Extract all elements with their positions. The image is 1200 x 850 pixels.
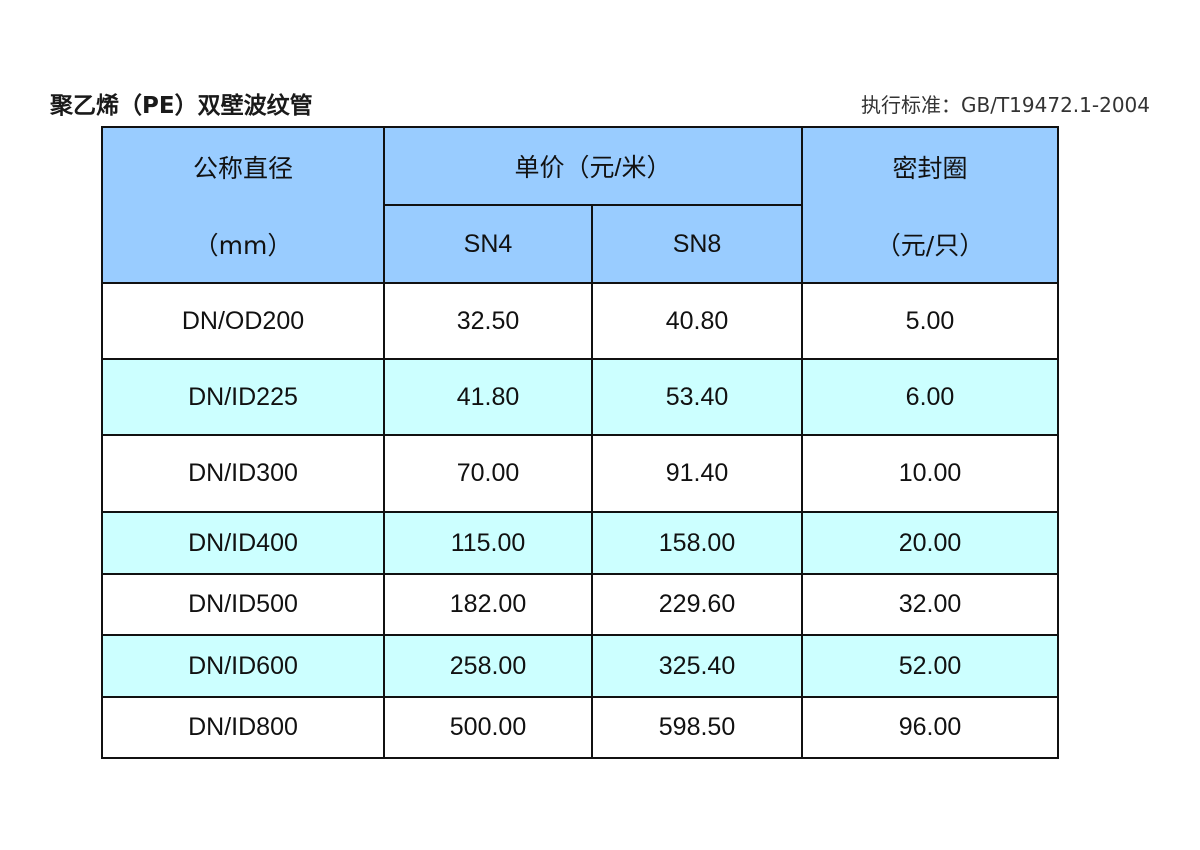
header-price: 单价（元/米） [382,126,804,206]
cell-seal: 52.00 [801,634,1060,698]
table-row: DN/ID300 70.00 91.40 10.00 [101,434,1060,513]
header-diameter-label: 公称直径 [192,153,293,183]
cell-sn4: 115.00 [383,511,593,575]
table-row: DN/ID600 258.00 325.40 52.00 [101,634,1060,698]
cell-seal: 5.00 [801,282,1060,360]
cell-seal: 32.00 [801,573,1060,636]
cell-diameter: DN/ID300 [101,434,385,513]
header-sn4: SN4 [383,204,593,284]
cell-diameter: DN/ID500 [101,573,385,636]
header-seal-unit: （元/只） [875,230,985,260]
cell-diameter: DN/ID800 [101,696,385,759]
cell-diameter: DN/ID225 [101,358,385,436]
table-row: DN/OD200 32.50 40.80 5.00 [101,282,1060,360]
cell-sn8: 325.40 [590,634,804,698]
table-row: DN/ID400 115.00 158.00 20.00 [101,511,1060,575]
header-diameter-unit: （mm） [193,230,293,260]
header-seal: 密封圈 （元/只） [801,126,1060,284]
cell-seal: 10.00 [801,434,1060,513]
cell-sn8: 229.60 [590,573,804,636]
cell-diameter: DN/ID600 [101,634,385,698]
cell-sn4: 182.00 [383,573,593,636]
cell-sn4: 500.00 [383,696,593,759]
cell-sn8: 158.00 [590,511,804,575]
price-table: 公称直径 （mm） 单价（元/米） 密封圈 （元/只） SN4 SN8 DN/O… [101,126,1060,759]
cell-seal: 20.00 [801,511,1060,575]
cell-seal: 6.00 [801,358,1060,436]
standard-label: 执行标准：GB/T19472.1-2004 [861,93,1150,117]
page-title: 聚乙烯（PE）双壁波纹管 [50,93,313,119]
cell-sn4: 32.50 [383,282,593,360]
cell-sn4: 41.80 [383,358,593,436]
cell-sn8: 598.50 [590,696,804,759]
cell-sn4: 258.00 [383,634,593,698]
cell-diameter: DN/OD200 [101,282,385,360]
cell-sn8: 40.80 [590,282,804,360]
table-row: DN/ID500 182.00 229.60 32.00 [101,573,1060,636]
cell-seal: 96.00 [801,696,1060,759]
header-diameter: 公称直径 （mm） [101,126,385,284]
cell-diameter: DN/ID400 [101,511,385,575]
header-seal-label: 密封圈 [892,153,968,183]
cell-sn8: 53.40 [590,358,804,436]
cell-sn4: 70.00 [383,434,593,513]
header-sn8: SN8 [590,204,804,284]
cell-sn8: 91.40 [590,434,804,513]
table-row: DN/ID225 41.80 53.40 6.00 [101,358,1060,436]
table-row: DN/ID800 500.00 598.50 96.00 [101,696,1060,759]
